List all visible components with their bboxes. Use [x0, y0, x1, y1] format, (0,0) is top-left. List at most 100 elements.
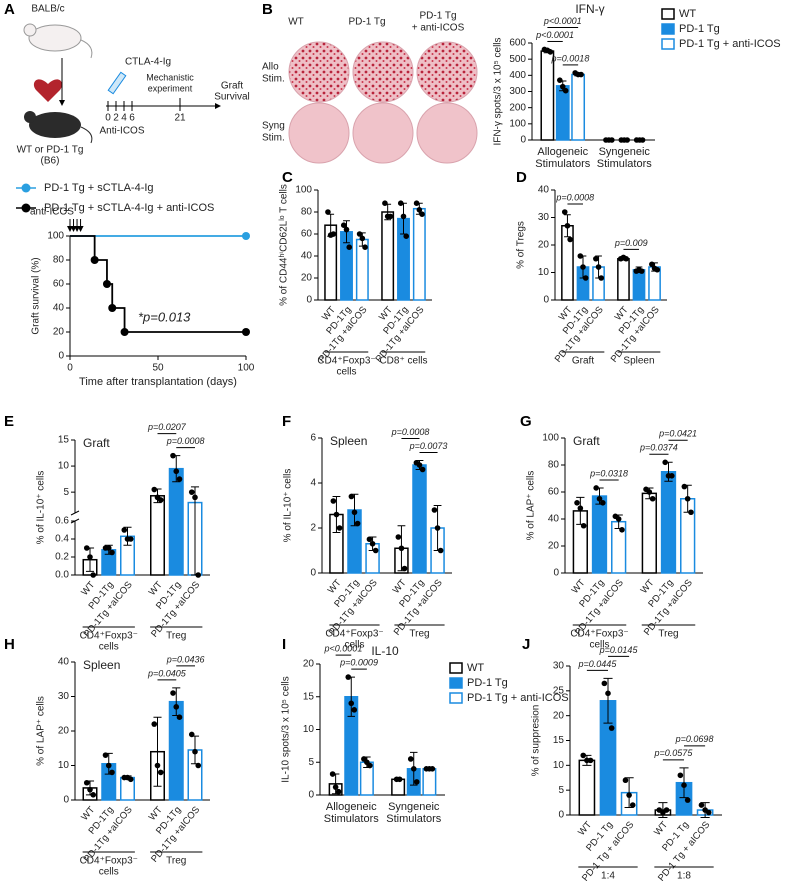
y-tick-label: 40 [58, 657, 70, 668]
bar [412, 464, 427, 574]
timeline-label: 21 [174, 113, 186, 124]
group-label: cells [589, 640, 609, 651]
y-tick-label: 100 [47, 231, 64, 242]
antibody-label: Anti-ICOS [99, 126, 144, 137]
data-point [577, 253, 584, 259]
data-point [157, 497, 164, 503]
timeline-label: 4 [121, 113, 127, 124]
data-point [400, 213, 407, 220]
x-tick-label: WT [576, 819, 594, 838]
legend-label: PD-1 Tg + sCTLA-4-Ig + anti-ICOS [44, 202, 214, 214]
panel-letter: C [282, 169, 293, 186]
y-tick-label: 20 [53, 327, 65, 338]
data-point [356, 231, 363, 237]
bar [422, 768, 437, 796]
x-tick-label: 100 [238, 363, 255, 374]
data-point [345, 674, 352, 680]
data-point [354, 520, 361, 527]
group-label: cells [344, 640, 364, 651]
panel-title: Graft [573, 434, 600, 448]
legend-marker [21, 183, 31, 193]
plate-well [352, 41, 414, 103]
y-tick-label: 80 [53, 255, 65, 266]
panel-letter: G [520, 413, 532, 430]
survival-point [242, 232, 250, 240]
legend-label: WT [467, 662, 484, 674]
data-point [662, 459, 668, 466]
data-point [340, 222, 347, 228]
recipient-label: WT or PD-1 Tg [17, 145, 84, 156]
y-tick-label: 10 [58, 461, 70, 472]
p-value-label: p=0.009 [614, 238, 648, 248]
y-tick-label: 5 [63, 487, 69, 498]
plate-well [416, 102, 478, 164]
y-tick-label: 10 [538, 267, 550, 278]
y-tick-label: 0 [310, 568, 316, 579]
endpoint-label: Graft [221, 81, 243, 92]
data-point [387, 213, 394, 220]
plate-row-label: Stim. [262, 133, 285, 144]
recipient-mouse [29, 112, 81, 138]
y-tick-label: 20 [303, 659, 315, 670]
y-tick-label: 5 [558, 785, 564, 796]
data-point [83, 545, 90, 551]
panel-letter: I [282, 636, 286, 653]
survival-point [242, 328, 250, 336]
y-tick-label: 10 [58, 760, 70, 771]
data-point [577, 505, 584, 512]
y-axis-label: IL-10 spots/3 x 10⁵ cells [281, 676, 292, 782]
panel-title: Spleen [330, 434, 367, 448]
mechanistic-label: Mechanistic [146, 72, 194, 82]
legend-marker [21, 203, 31, 213]
p-value-label: p=0.0374 [639, 443, 678, 453]
data-point [343, 226, 350, 233]
x-tick-label: 50 [152, 363, 164, 374]
x-tick-label: Syngeneic [388, 801, 440, 813]
group-label: CD4⁺Foxp3⁻ [325, 629, 383, 640]
schematic: A BALB/c WT or PD-1 Tg (B6) CTLA-4-Ig 0 … [4, 1, 250, 167]
y-tick-label: 40 [53, 303, 65, 314]
data-point [351, 509, 358, 516]
data-point [605, 690, 611, 697]
bar [381, 211, 395, 301]
data-point [151, 721, 158, 727]
legend-swatch [449, 677, 463, 689]
y-tick-label: 300 [509, 86, 526, 97]
y-tick-label: 200 [509, 102, 526, 113]
data-point [587, 757, 594, 764]
data-point [90, 572, 97, 578]
data-point [649, 261, 655, 268]
y-tick-label: 100 [295, 185, 312, 196]
annotation: *p=0.013 [138, 309, 191, 324]
y-tick-label: 60 [548, 487, 560, 498]
donor-label: BALB/c [31, 4, 64, 15]
data-point [109, 549, 115, 556]
p-value-label: p<0.0001 [535, 30, 574, 40]
y-tick-label: 0.4 [55, 534, 69, 545]
data-point [369, 540, 376, 547]
timeline-label: 0 [105, 113, 111, 124]
chart-title: IFN-γ [575, 2, 604, 16]
group-label: cells [336, 367, 356, 378]
plate-row-label: Allo [262, 62, 279, 73]
data-point [596, 495, 603, 502]
p-value-label: p=0.0073 [409, 441, 448, 451]
panel-letter: H [4, 636, 15, 653]
survival-point [102, 280, 111, 288]
panel-letter: A [4, 1, 15, 18]
group-label: CD8⁺ cells [379, 356, 427, 367]
y-tick-label: 4 [310, 478, 316, 489]
data-point [87, 786, 93, 793]
legend-swatch [449, 662, 463, 674]
data-point [151, 486, 158, 493]
p-value-label: p=0.0009 [339, 657, 378, 667]
plate-well [288, 41, 350, 103]
axis-break [70, 510, 80, 516]
y-tick-label: 500 [509, 54, 526, 65]
p-value-label: p=0.0318 [589, 468, 628, 478]
data-point [395, 534, 402, 540]
data-point [559, 83, 566, 90]
legend-label: PD-1 Tg [467, 677, 508, 689]
recipient-mouse-tail [80, 126, 93, 144]
data-point [600, 500, 606, 506]
